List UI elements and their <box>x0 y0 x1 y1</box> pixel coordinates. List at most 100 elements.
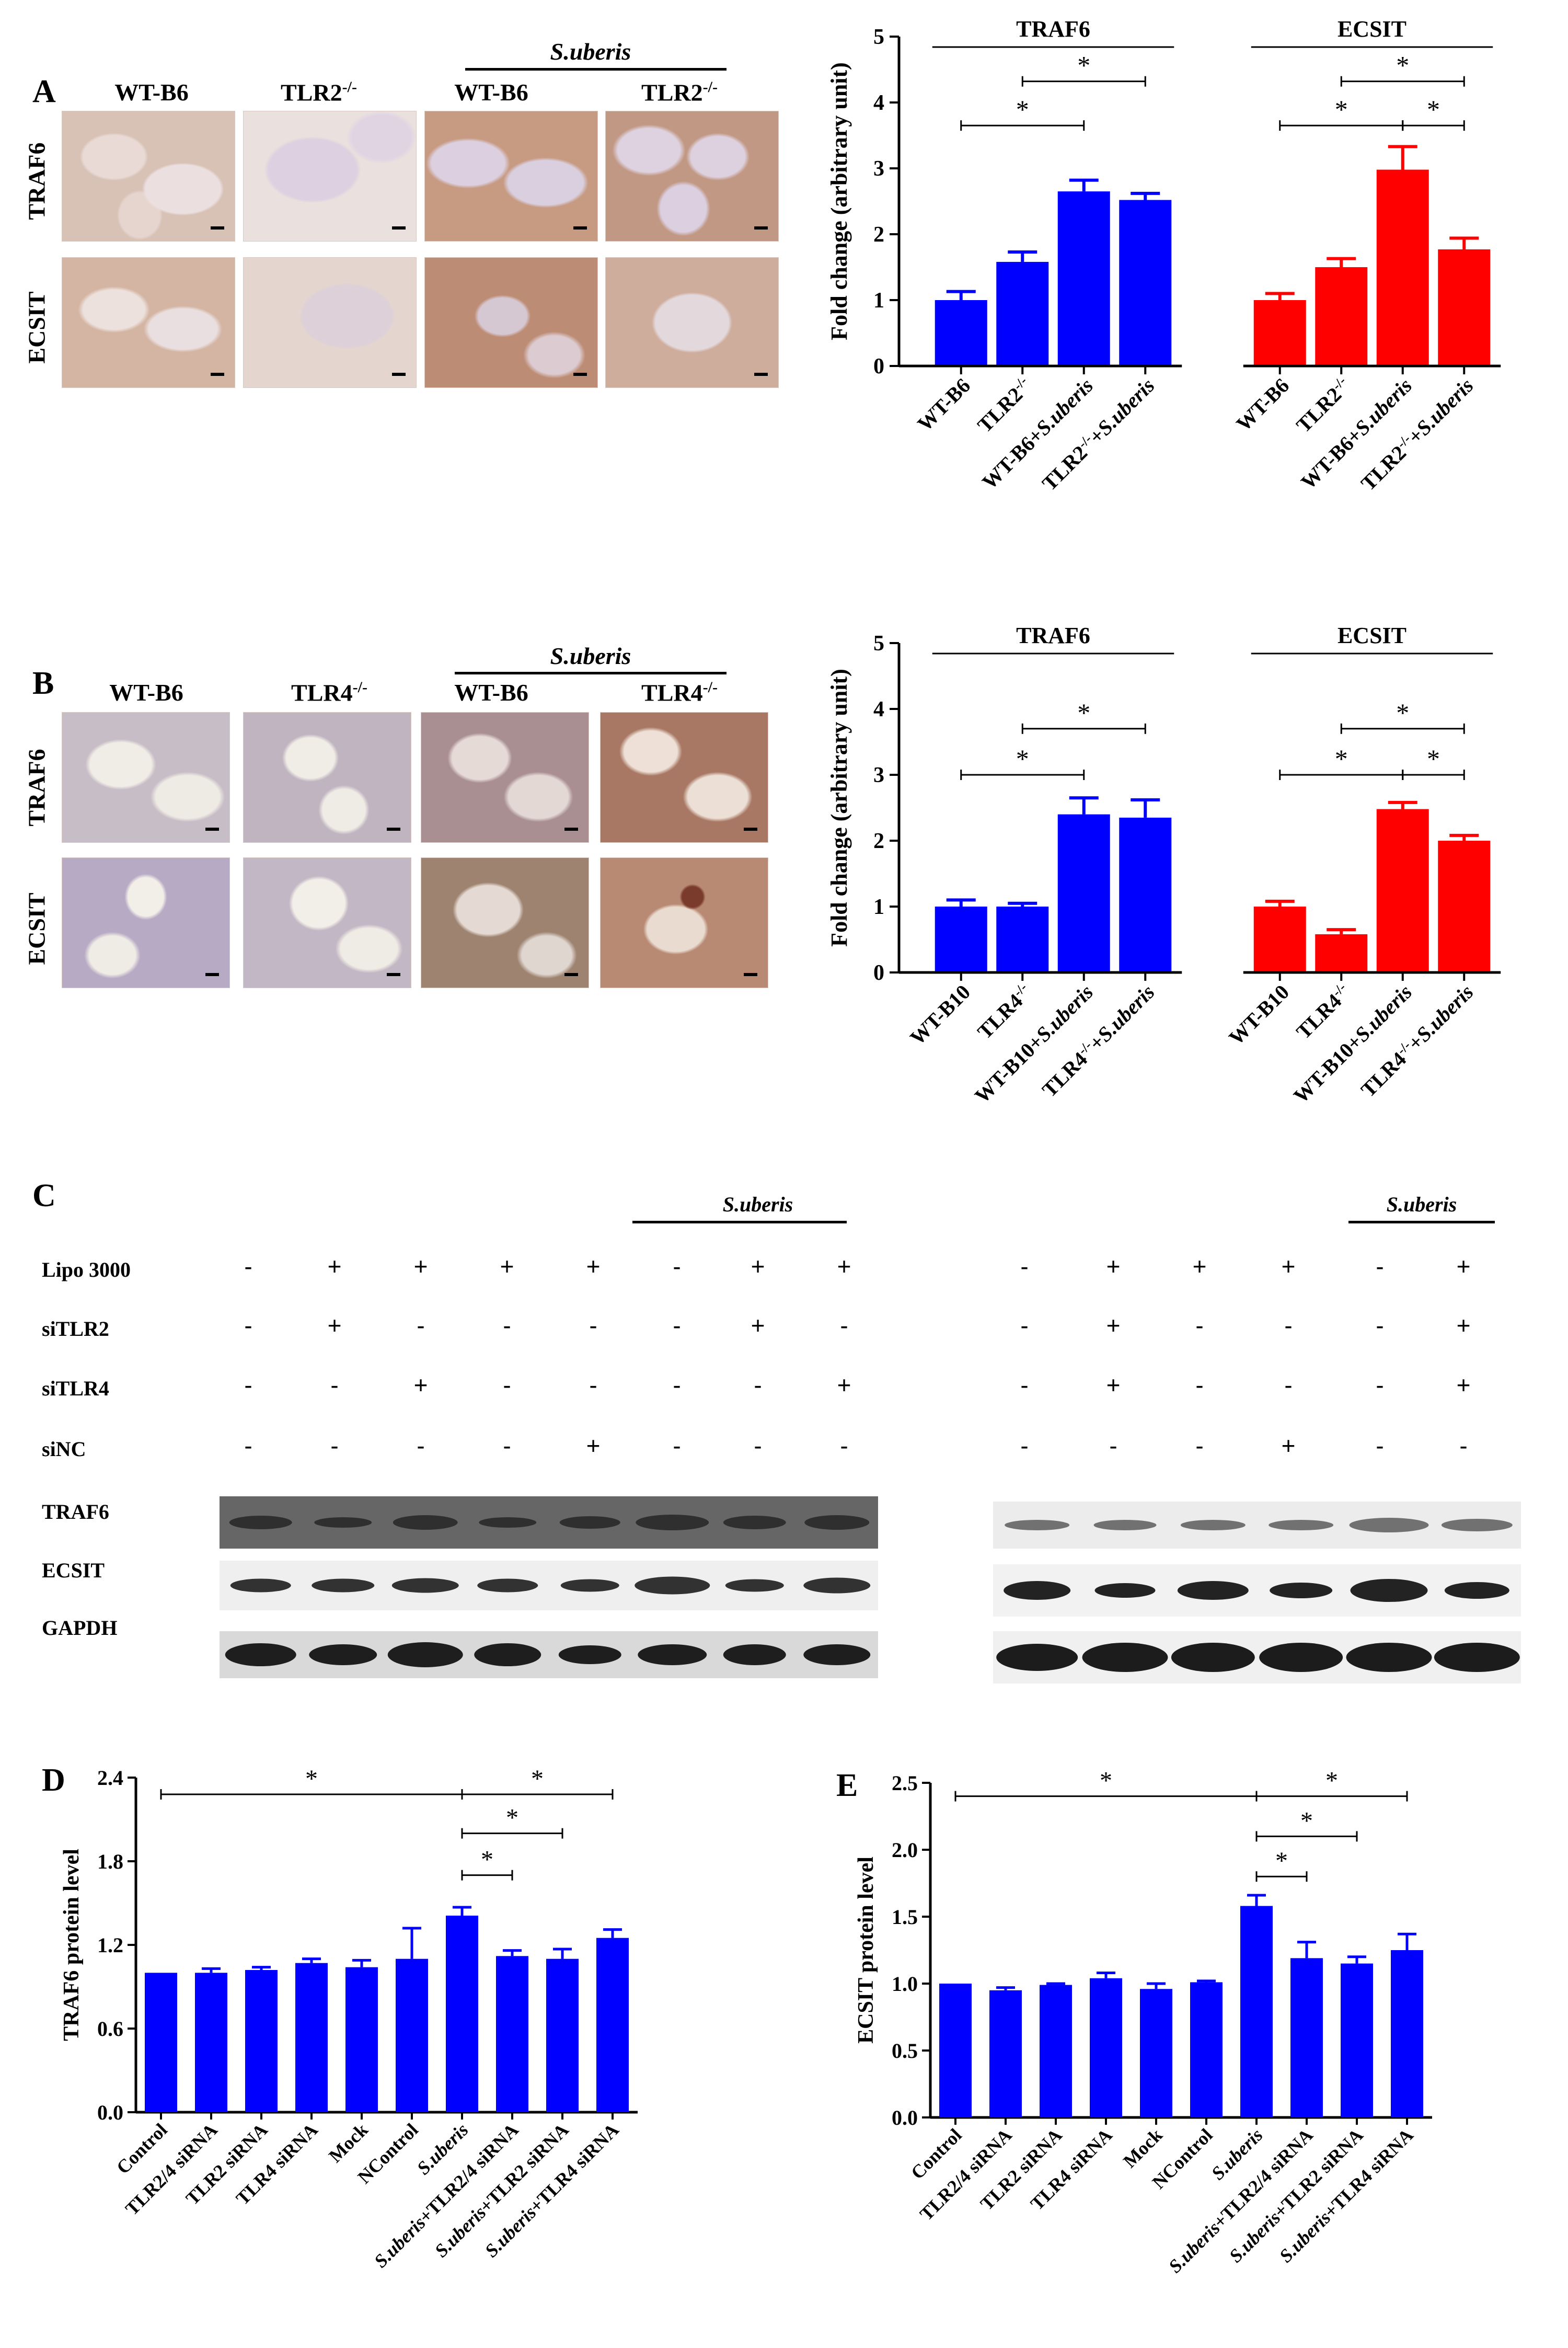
minus-sign: - <box>1284 1312 1293 1339</box>
blot-band <box>314 1517 372 1528</box>
minus-sign: - <box>589 1371 597 1399</box>
y-tick-label: 1.5 <box>892 1905 918 1929</box>
group-header-label: ECSIT <box>1338 623 1406 648</box>
minus-sign: - <box>1376 1312 1384 1339</box>
minus-sign: - <box>503 1432 511 1459</box>
header-wt-b6-suberis: WT-B6 <box>454 79 528 106</box>
bar <box>1119 200 1172 366</box>
plus-sign: + <box>837 1371 851 1399</box>
plus-sign: + <box>1456 1253 1471 1280</box>
minus-sign: - <box>503 1371 511 1399</box>
blot-band <box>1171 1643 1255 1672</box>
sig-star: * <box>305 1765 318 1793</box>
micrograph-a-ecsit-tlr2-suberis <box>605 257 779 388</box>
sig-star: * <box>1275 1847 1288 1875</box>
micrograph-a-ecsit-wt <box>62 257 235 388</box>
x-tick-label: Mock <box>325 2119 372 2166</box>
blot-label-gapdh: GAPDH <box>42 1616 118 1640</box>
bar <box>1057 814 1110 972</box>
bar <box>1290 1958 1323 2117</box>
y-tick-label: 4 <box>873 697 884 721</box>
bar <box>1315 934 1368 972</box>
sig-star: * <box>481 1846 493 1874</box>
y-tick-label: 2.5 <box>892 1771 918 1795</box>
micrograph-b-traf6-wt-suberis <box>421 712 589 843</box>
y-tick-label: 0 <box>873 961 884 985</box>
sig-star: * <box>531 1765 544 1793</box>
header-wt-b6: WT-B6 <box>114 79 189 106</box>
bar <box>1315 267 1368 366</box>
micrograph-a-traf6-wt-suberis <box>424 111 598 242</box>
sig-star: * <box>1427 744 1440 773</box>
minus-sign: - <box>1020 1253 1029 1280</box>
micrograph-b-traf6-wt <box>62 712 230 843</box>
x-tick-label: TLR2-/-+S.uberis <box>1037 373 1159 495</box>
minus-sign: - <box>1376 1371 1384 1399</box>
sig-star: * <box>1335 744 1348 773</box>
blot-band <box>393 1515 458 1530</box>
blot-background <box>993 1631 1521 1683</box>
blot-band <box>803 1644 871 1665</box>
y-tick-label: 0.0 <box>892 2106 918 2129</box>
blot-band <box>1180 1520 1246 1530</box>
header-tlr4-ko: TLR4-/- <box>291 679 367 706</box>
chart-a: 0 1 2 3 4 5 Fold change (arbitrary unit) TRAF6 W… <box>826 16 1501 495</box>
blot-band <box>230 1578 291 1593</box>
micrograph-a-traf6-wt <box>62 111 235 242</box>
blot-gapdh-left <box>220 1631 878 1678</box>
chart-b: 0 1 2 3 4 5 Fold change (arbitrary unit) TRAF6 W… <box>826 623 1501 1108</box>
blot-band <box>804 1515 870 1530</box>
minus-sign: - <box>840 1312 848 1339</box>
y-tick-label: 4 <box>873 91 884 115</box>
blot-band <box>1004 1581 1071 1600</box>
bar <box>496 1956 528 2112</box>
blot-band <box>636 1515 709 1530</box>
bar <box>145 1973 177 2112</box>
bar <box>1341 1963 1373 2117</box>
suberis-label-c-right: S.uberis <box>1386 1193 1457 1216</box>
row-label-traf6-a: TRAF6 <box>23 142 50 220</box>
plus-sign: + <box>1106 1253 1121 1280</box>
bar <box>935 907 987 972</box>
plus-sign: + <box>1456 1371 1471 1399</box>
y-tick-label: 0.5 <box>892 2039 918 2063</box>
blot-background <box>993 1564 1521 1617</box>
minus-sign: - <box>1195 1312 1204 1339</box>
blot-band <box>387 1642 463 1667</box>
bar <box>1140 1989 1172 2117</box>
blot-band <box>723 1516 786 1529</box>
plus-sign: + <box>413 1253 428 1280</box>
plus-sign: + <box>500 1253 514 1280</box>
plus-sign: + <box>327 1312 342 1339</box>
blot-band <box>229 1516 292 1529</box>
sig-star: * <box>1396 51 1409 80</box>
suberis-bracket-b <box>455 672 727 674</box>
sig-star: * <box>1077 698 1090 727</box>
blot-band <box>225 1643 296 1666</box>
blot-band <box>560 1579 619 1592</box>
row-label-traf6-b: TRAF6 <box>23 749 50 827</box>
y-axis-title: Fold change (arbitrary unit) <box>826 62 852 340</box>
x-tick-label: WT-B6 <box>913 374 975 436</box>
bar <box>546 1958 579 2112</box>
panel-letter-e: E <box>836 1768 858 1803</box>
bar <box>1438 249 1491 366</box>
minus-sign: - <box>1109 1432 1117 1459</box>
blot-band <box>1177 1581 1249 1600</box>
blot-background <box>993 1502 1521 1549</box>
blot-band <box>1269 1520 1334 1530</box>
minus-sign: - <box>754 1432 762 1459</box>
suberis-bracket-a <box>465 68 727 71</box>
blot-ecsit-left <box>220 1561 878 1610</box>
blot-traf6-right <box>993 1502 1521 1549</box>
y-axis-title: Fold change (arbitrary unit) <box>826 669 852 947</box>
row-label-ecsit-a: ECSIT <box>23 291 50 364</box>
group-header-label: TRAF6 <box>1016 623 1090 648</box>
plus-sign: + <box>1106 1371 1121 1399</box>
micrograph-a-traf6-tlr2-suberis <box>605 111 779 242</box>
blot-label-traf6: TRAF6 <box>42 1500 109 1524</box>
x-tick-label: WT-B10 <box>1224 980 1294 1050</box>
y-tick-label: 2.4 <box>97 1766 123 1790</box>
panel-letter-d: D <box>42 1762 65 1798</box>
